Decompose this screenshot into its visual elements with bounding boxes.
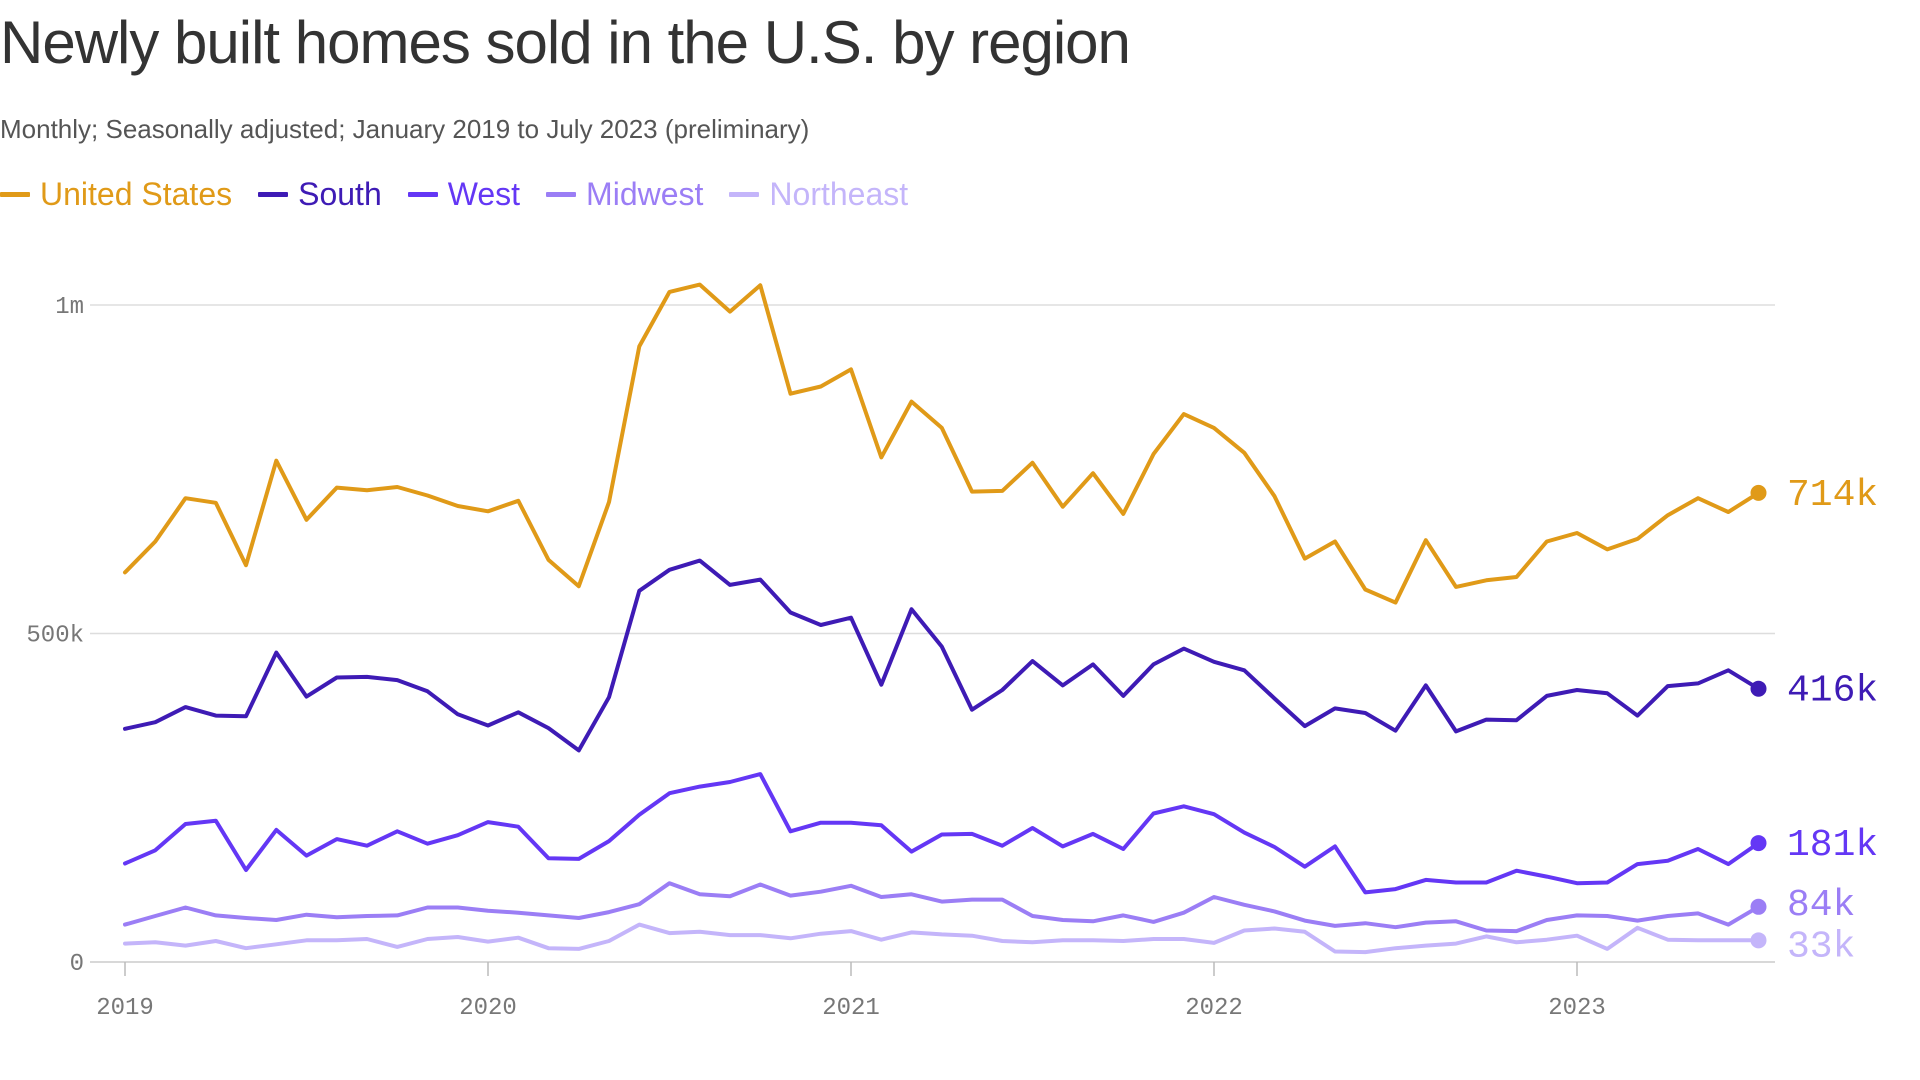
legend: United States South West Midwest Northeast: [0, 176, 934, 213]
legend-item-3: Midwest: [546, 176, 703, 213]
series-end-point: [1750, 932, 1767, 949]
series-end-label: 33k: [1787, 925, 1855, 968]
series-end-point: [1750, 835, 1767, 852]
x-tick-label: 2023: [1548, 995, 1606, 1022]
series-line-west: [123, 772, 1761, 895]
y-tick-label: 0: [70, 951, 84, 978]
x-tick-label: 2021: [822, 995, 880, 1022]
series-end-point: [1750, 680, 1767, 697]
legend-label: United States: [40, 176, 233, 212]
series-line-south: [123, 558, 1761, 753]
legend-swatch: [546, 192, 577, 197]
series-end-label: 714k: [1787, 474, 1878, 517]
series-line-midwest: [123, 881, 1761, 934]
y-tick-label: 500k: [26, 623, 84, 650]
legend-label: West: [447, 176, 521, 212]
y-tick-label: 1m: [55, 294, 84, 321]
series-line-northeast: [123, 922, 1761, 955]
series-end-label: 84k: [1787, 884, 1855, 927]
series-lines: [123, 282, 1767, 955]
chart-title: Newly built homes sold in the U.S. by re…: [0, 9, 1131, 76]
legend-swatch: [258, 192, 289, 197]
legend-swatch: [729, 192, 760, 197]
legend-swatch: [0, 192, 30, 197]
legend-item-2: West: [407, 176, 521, 213]
gridlines: [90, 304, 1775, 635]
chart-subtitle: Monthly; Seasonally adjusted; January 20…: [0, 114, 810, 144]
series-end-point: [1750, 484, 1767, 501]
series-end-label: 416k: [1787, 670, 1878, 713]
axis-ticks: 0 500k 1m 2019 2020 2021 2022 2023: [26, 294, 1775, 1022]
legend-label: South: [298, 176, 382, 212]
legend-item-4: Northeast: [729, 176, 908, 213]
legend-item-1: South: [258, 176, 382, 213]
x-tick-label: 2020: [459, 995, 517, 1022]
series-end-point: [1750, 898, 1767, 915]
legend-swatch: [407, 192, 438, 197]
legend-label: Midwest: [586, 176, 704, 212]
legend-item-0: United States: [0, 176, 232, 213]
x-tick-label: 2019: [96, 995, 154, 1022]
legend-label: Northeast: [769, 176, 909, 212]
series-end-label: 181k: [1787, 824, 1878, 867]
x-tick-label: 2022: [1185, 995, 1243, 1022]
series-line-united-states: [123, 282, 1761, 605]
